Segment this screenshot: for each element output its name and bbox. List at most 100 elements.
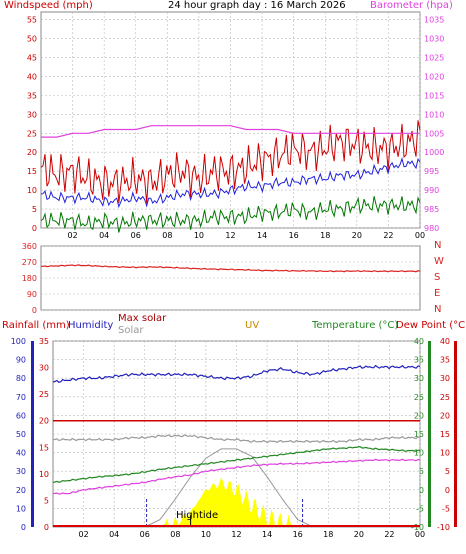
wind-xtick-6: 14 [257,231,267,240]
wind-ytick-8: 40 [27,72,37,81]
wind-ytick-10: 50 [27,35,37,44]
dew-ytick-9: 35 [440,356,450,365]
dew-ytick-10: 40 [440,337,450,346]
rain-ytick-4: 20 [39,417,49,426]
baro-ytick-11: 1035 [424,16,444,25]
rainfall-label: Rainfall (mm) [2,320,70,331]
wind-ytick-3: 15 [27,167,37,176]
rain-ytick-0: 0 [44,523,49,532]
baro-ytick-3: 995 [424,167,439,176]
humidity-label: Humidity [68,320,114,331]
dew-ytick-1: -5 [442,504,450,513]
rain-ytick-5: 25 [39,390,49,399]
series-baro [41,125,420,138]
temp-ytick-4: 10 [414,449,424,458]
humidity-ytick-1: 10 [16,504,26,513]
wind-ytick-5: 25 [27,129,37,138]
dew-axis-bar [454,341,457,527]
rain-ytick-1: 5 [44,496,49,505]
humidity-ytick-0: 0 [21,523,26,532]
series-dew [52,458,421,495]
dewpoint-label: Dew Point (°C) [396,320,466,331]
rain-ytick-7: 35 [39,337,49,346]
series-uv [53,477,420,527]
weather-xtick-5: 12 [231,530,241,539]
dew-ytick-0: -10 [437,523,450,532]
wind-xtick-2: 06 [131,231,141,240]
series-low [40,196,421,233]
humidity-axis-bar [31,341,34,527]
series-direction [40,264,421,273]
temp-ytick-9: 35 [414,356,424,365]
wind-xtick-3: 08 [162,231,172,240]
baro-ytick-2: 990 [424,186,439,195]
temp-ytick-7: 25 [414,393,424,402]
wind-xtick-5: 12 [225,231,235,240]
wind-xtick-10: 22 [383,231,393,240]
humidity-ytick-2: 20 [16,486,26,495]
baro-ytick-7: 1015 [424,91,444,100]
wind-xtick-1: 04 [99,231,109,240]
wind-ytick-1: 5 [32,205,37,214]
dew-ytick-5: 15 [440,430,450,439]
weather-xtick-10: 22 [384,530,394,539]
wind-ytick-9: 45 [27,53,37,62]
weather-xtick-11: 00 [415,530,425,539]
rain-ytick-3: 15 [39,443,49,452]
rain-ytick-6: 30 [39,364,49,373]
weather-xtick-1: 04 [109,530,119,539]
compass-s: S [434,272,441,283]
humidity-ytick-5: 50 [16,430,26,439]
hightide-label: Hightide [176,510,219,521]
weather-xtick-6: 14 [262,530,272,539]
dir-ytick-2: 180 [22,274,37,283]
maxsolar-label: Max solar [118,313,167,324]
wind-ytick-11: 55 [27,16,37,25]
humidity-ytick-6: 60 [16,411,26,420]
weather-xtick-4: 10 [201,530,211,539]
series-avg [40,157,421,209]
baro-ytick-0: 980 [424,224,439,233]
humidity-ytick-10: 100 [11,337,26,346]
weather-xtick-8: 18 [323,530,333,539]
temp-ytick-8: 30 [414,374,424,383]
solar-label: Solar [118,325,144,336]
humidity-ytick-3: 30 [16,467,26,476]
series-humidity [52,364,421,383]
wind-xtick-9: 20 [352,231,362,240]
baro-ytick-9: 1025 [424,53,444,62]
weather-xtick-3: 08 [170,530,180,539]
dew-ytick-6: 20 [440,411,450,420]
dir-ytick-4: 360 [22,242,37,251]
dew-ytick-4: 10 [440,449,450,458]
wind-ytick-6: 30 [27,110,37,119]
baro-ytick-10: 1030 [424,35,444,44]
wind-xtick-7: 16 [289,231,299,240]
wind-ytick-4: 20 [27,148,37,157]
wind-ytick-2: 10 [27,186,37,195]
dew-ytick-7: 25 [440,393,450,402]
temperature-label: Temperature (°C) [312,320,399,331]
barometer-label: Barometer (hpa) [370,0,453,11]
dew-ytick-2: 0 [445,486,450,495]
uv-label: UV [245,320,260,331]
compass-n1: N [434,240,442,251]
weather-xtick-7: 16 [293,530,303,539]
rain-ytick-2: 10 [39,470,49,479]
temp-axis-bar [428,341,431,527]
series-gust [40,120,421,204]
weather-xtick-2: 06 [140,530,150,539]
wind-ytick-7: 35 [27,91,37,100]
dir-ytick-1: 90 [27,290,37,299]
wind-xtick-8: 18 [320,231,330,240]
rain-baseline [53,525,420,527]
weather-xtick-0: 02 [78,530,88,539]
baro-ytick-5: 1005 [424,129,444,138]
wind-xtick-0: 02 [67,231,77,240]
compass-e: E [434,288,441,299]
windspeed-label: Windspeed (mph) [4,0,93,11]
baro-ytick-1: 985 [424,205,439,214]
compass-n2: N [434,304,442,315]
series-temp [52,445,421,483]
